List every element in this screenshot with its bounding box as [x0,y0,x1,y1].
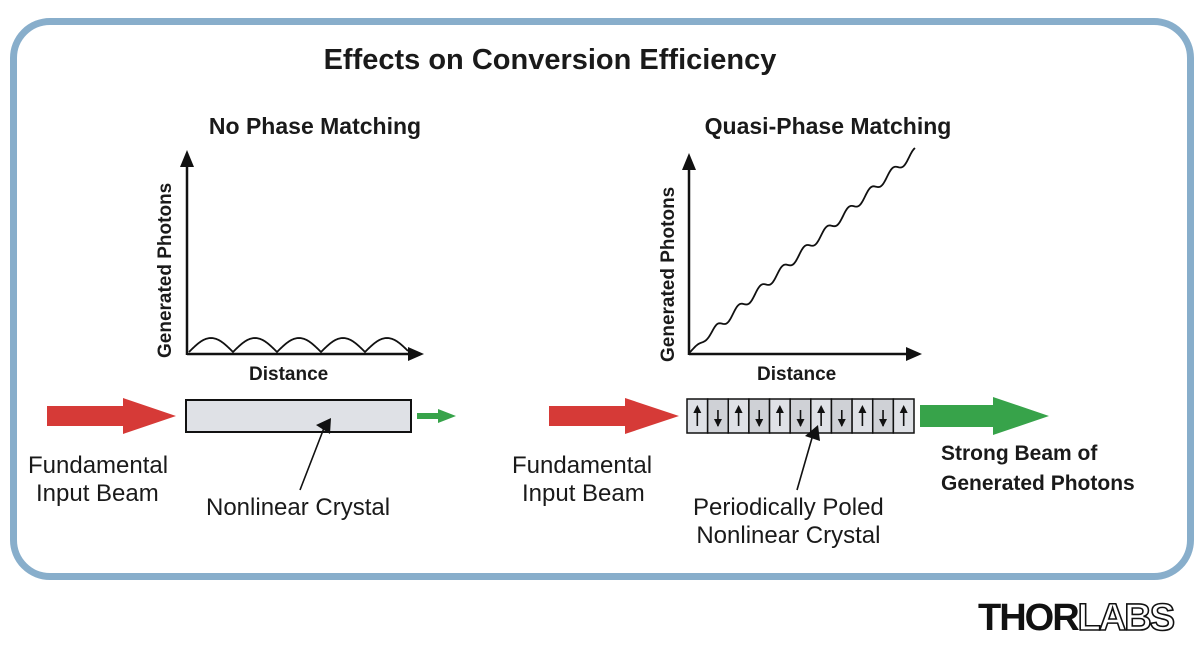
left-panel-title: No Phase Matching [208,113,422,139]
thorlabs-logo: THORLABS [978,597,1176,639]
diagram-title: Effects on Conversion Efficiency [323,44,777,76]
domain-arrow-up-icon [899,405,908,413]
right-input-label-line1: Fundamental [512,452,653,479]
left-input-label-line1: Fundamental [28,452,169,479]
output-beam-label: Strong Beam of Generated Photons [941,439,1135,499]
logo-part2: LABS [1077,597,1176,639]
domain-arrow-down-icon [837,419,846,427]
right-input-label: Fundamental Input Beam [512,452,652,508]
right-output-beam-arrow [920,397,1049,435]
left-input-label-line2: Input Beam [36,480,159,507]
output-beam-label-line2: Generated Photons [941,472,1135,495]
left-crystal-pointer-head [316,418,331,434]
left-crystal-pointer [299,427,325,491]
right-axes [682,153,922,361]
left-crystal-label: Nonlinear Crystal [206,494,391,521]
domain-arrow-up-icon [817,405,826,413]
left-output-beam-arrow [417,409,456,423]
domain-arrow-down-icon [755,419,764,427]
domain-arrow-down-icon [796,419,805,427]
left-axes [180,150,424,361]
right-panel-title: Quasi-Phase Matching [704,113,952,139]
right-x-axis-label: Distance [757,364,837,385]
domain-arrow-up-icon [693,405,702,413]
left-x-axis-label: Distance [249,364,329,385]
right-crystal-label-line1: Periodically Poled [693,494,884,521]
domain-arrow-down-icon [713,419,722,427]
left-nonlinear-crystal [185,399,412,433]
domain-arrow-up-icon [858,405,867,413]
output-beam-label-line1: Strong Beam of [941,442,1098,465]
left-input-label: Fundamental Input Beam [28,452,168,508]
domain-arrow-down-icon [879,419,888,427]
domain-arrow-up-icon [734,405,743,413]
right-x-axis-arrowhead [906,347,922,361]
domain-arrow-up-icon [775,405,784,413]
right-crystal-label: Periodically Poled Nonlinear Crystal [693,494,884,550]
logo-part1: THOR [978,597,1080,639]
periodically-poled-crystal [686,398,915,434]
right-y-axis-arrowhead [682,153,696,170]
left-input-beam-arrow [47,398,176,434]
right-qpm-curve [688,147,916,354]
left-no-phase-curve [188,337,409,354]
right-crystal-label-line2: Nonlinear Crystal [696,522,881,549]
right-input-beam-arrow [549,398,679,434]
right-crystal-pointer [796,437,813,491]
left-x-axis-arrowhead [408,347,424,361]
left-y-axis-arrowhead [180,150,194,167]
diagram-frame [10,18,1194,580]
right-crystal-pointer-head [805,425,820,441]
right-input-label-line2: Input Beam [522,480,645,507]
